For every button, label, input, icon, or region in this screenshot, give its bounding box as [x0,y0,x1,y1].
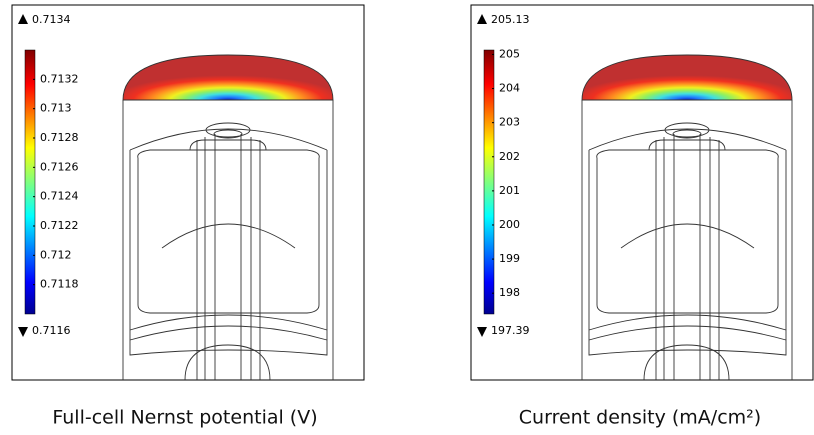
min-label: 197.39 [491,324,530,337]
tick-label: 202 [499,150,520,163]
tick-label: 204 [499,82,520,95]
tick-label: 203 [499,116,520,129]
tick-label: 0.7132 [40,72,79,85]
caption: Full-cell Nernst potential (V) [52,407,317,429]
min-label: 0.7116 [32,324,71,337]
tick-label: 0.7128 [40,131,79,144]
colorbar [24,49,36,315]
tick-label: 0.7118 [40,278,79,291]
max-label: 0.7134 [32,13,71,26]
tick-label: 200 [499,218,520,231]
tick-label: 201 [499,184,520,197]
panel-frame [11,4,365,381]
tick-label: 0.7122 [40,219,79,232]
max-label: 205.13 [491,13,530,26]
tick-label: 0.7126 [40,160,79,173]
tick-label: 198 [499,286,520,299]
panel-frame [470,4,814,381]
tick-label: 199 [499,252,520,265]
tick-label: 205 [499,47,520,60]
tick-label: 0.713 [40,102,72,115]
tick-label: 0.712 [40,248,72,261]
cell-geometry [122,54,334,381]
colorbar [483,49,495,315]
caption: Current density (mA/cm²) [519,407,761,429]
cell-geometry [581,54,793,381]
tick-label: 0.7124 [40,190,79,203]
